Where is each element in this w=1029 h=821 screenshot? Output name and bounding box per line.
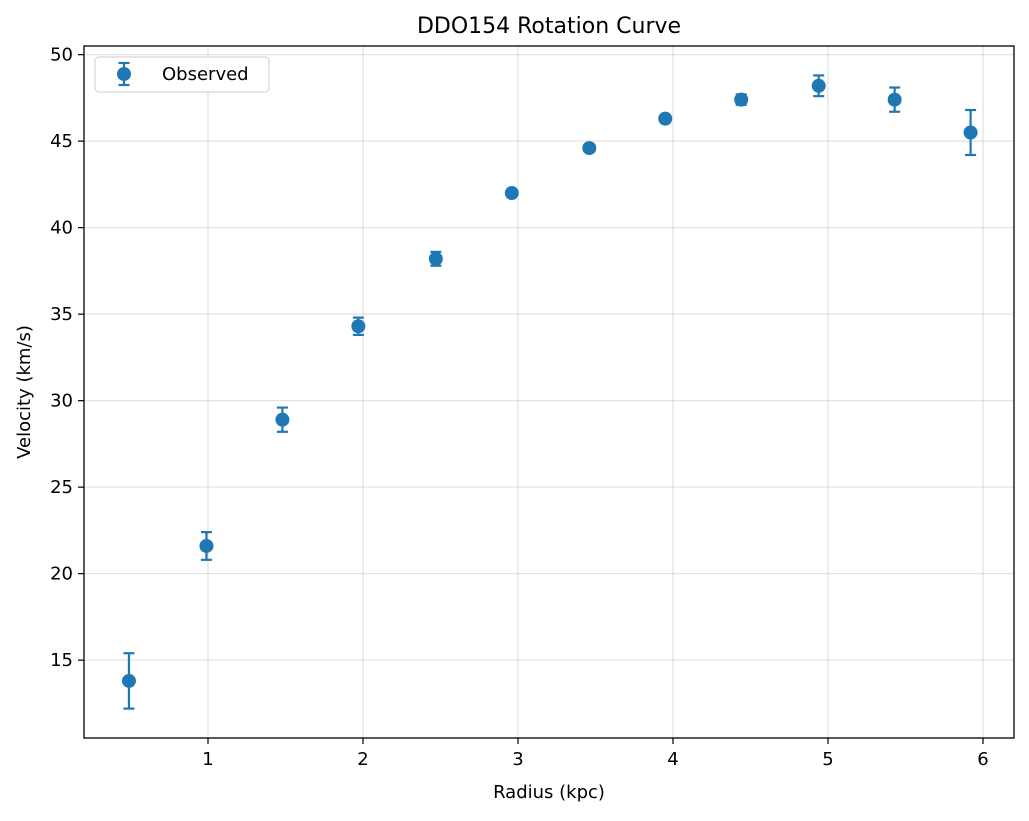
y-axis-label: Velocity (km/s) [14,325,35,459]
data-point [351,319,366,334]
x-tick-label: 1 [202,749,213,770]
y-tick-label: 35 [50,304,73,325]
y-tick-label: 15 [50,650,73,671]
y-tick-label: 45 [50,131,73,152]
legend-label-observed: Observed [162,64,249,85]
y-tick-label: 25 [50,477,73,498]
legend: Observed [94,56,270,93]
marks-layer [121,74,978,710]
x-tick-label: 4 [667,749,678,770]
data-point [582,141,597,156]
x-tick-label: 6 [977,749,988,770]
chart-title: DDO154 Rotation Curve [417,14,681,39]
data-point [811,78,826,93]
x-axis-label: Radius (kpc) [493,782,605,803]
plot-frame [83,45,1015,739]
data-point [275,412,290,427]
grid-layer [84,46,1014,738]
data-point [504,186,519,201]
y-tick-label: 20 [50,564,73,585]
data-point [887,92,902,107]
legend-box [94,56,270,93]
x-tick-label: 3 [512,749,523,770]
data-point [963,125,978,140]
y-tick-label: 50 [50,45,73,66]
data-point [734,92,749,107]
legend-point [117,67,131,81]
y-tick-label: 40 [50,218,73,239]
y-tick-label: 30 [50,391,73,412]
legend-marker [117,61,131,87]
data-point [121,673,136,688]
data-point [658,111,673,126]
data-point [428,251,443,266]
data-point [199,538,214,553]
x-tick-label: 5 [822,749,833,770]
x-tick-label: 2 [357,749,368,770]
